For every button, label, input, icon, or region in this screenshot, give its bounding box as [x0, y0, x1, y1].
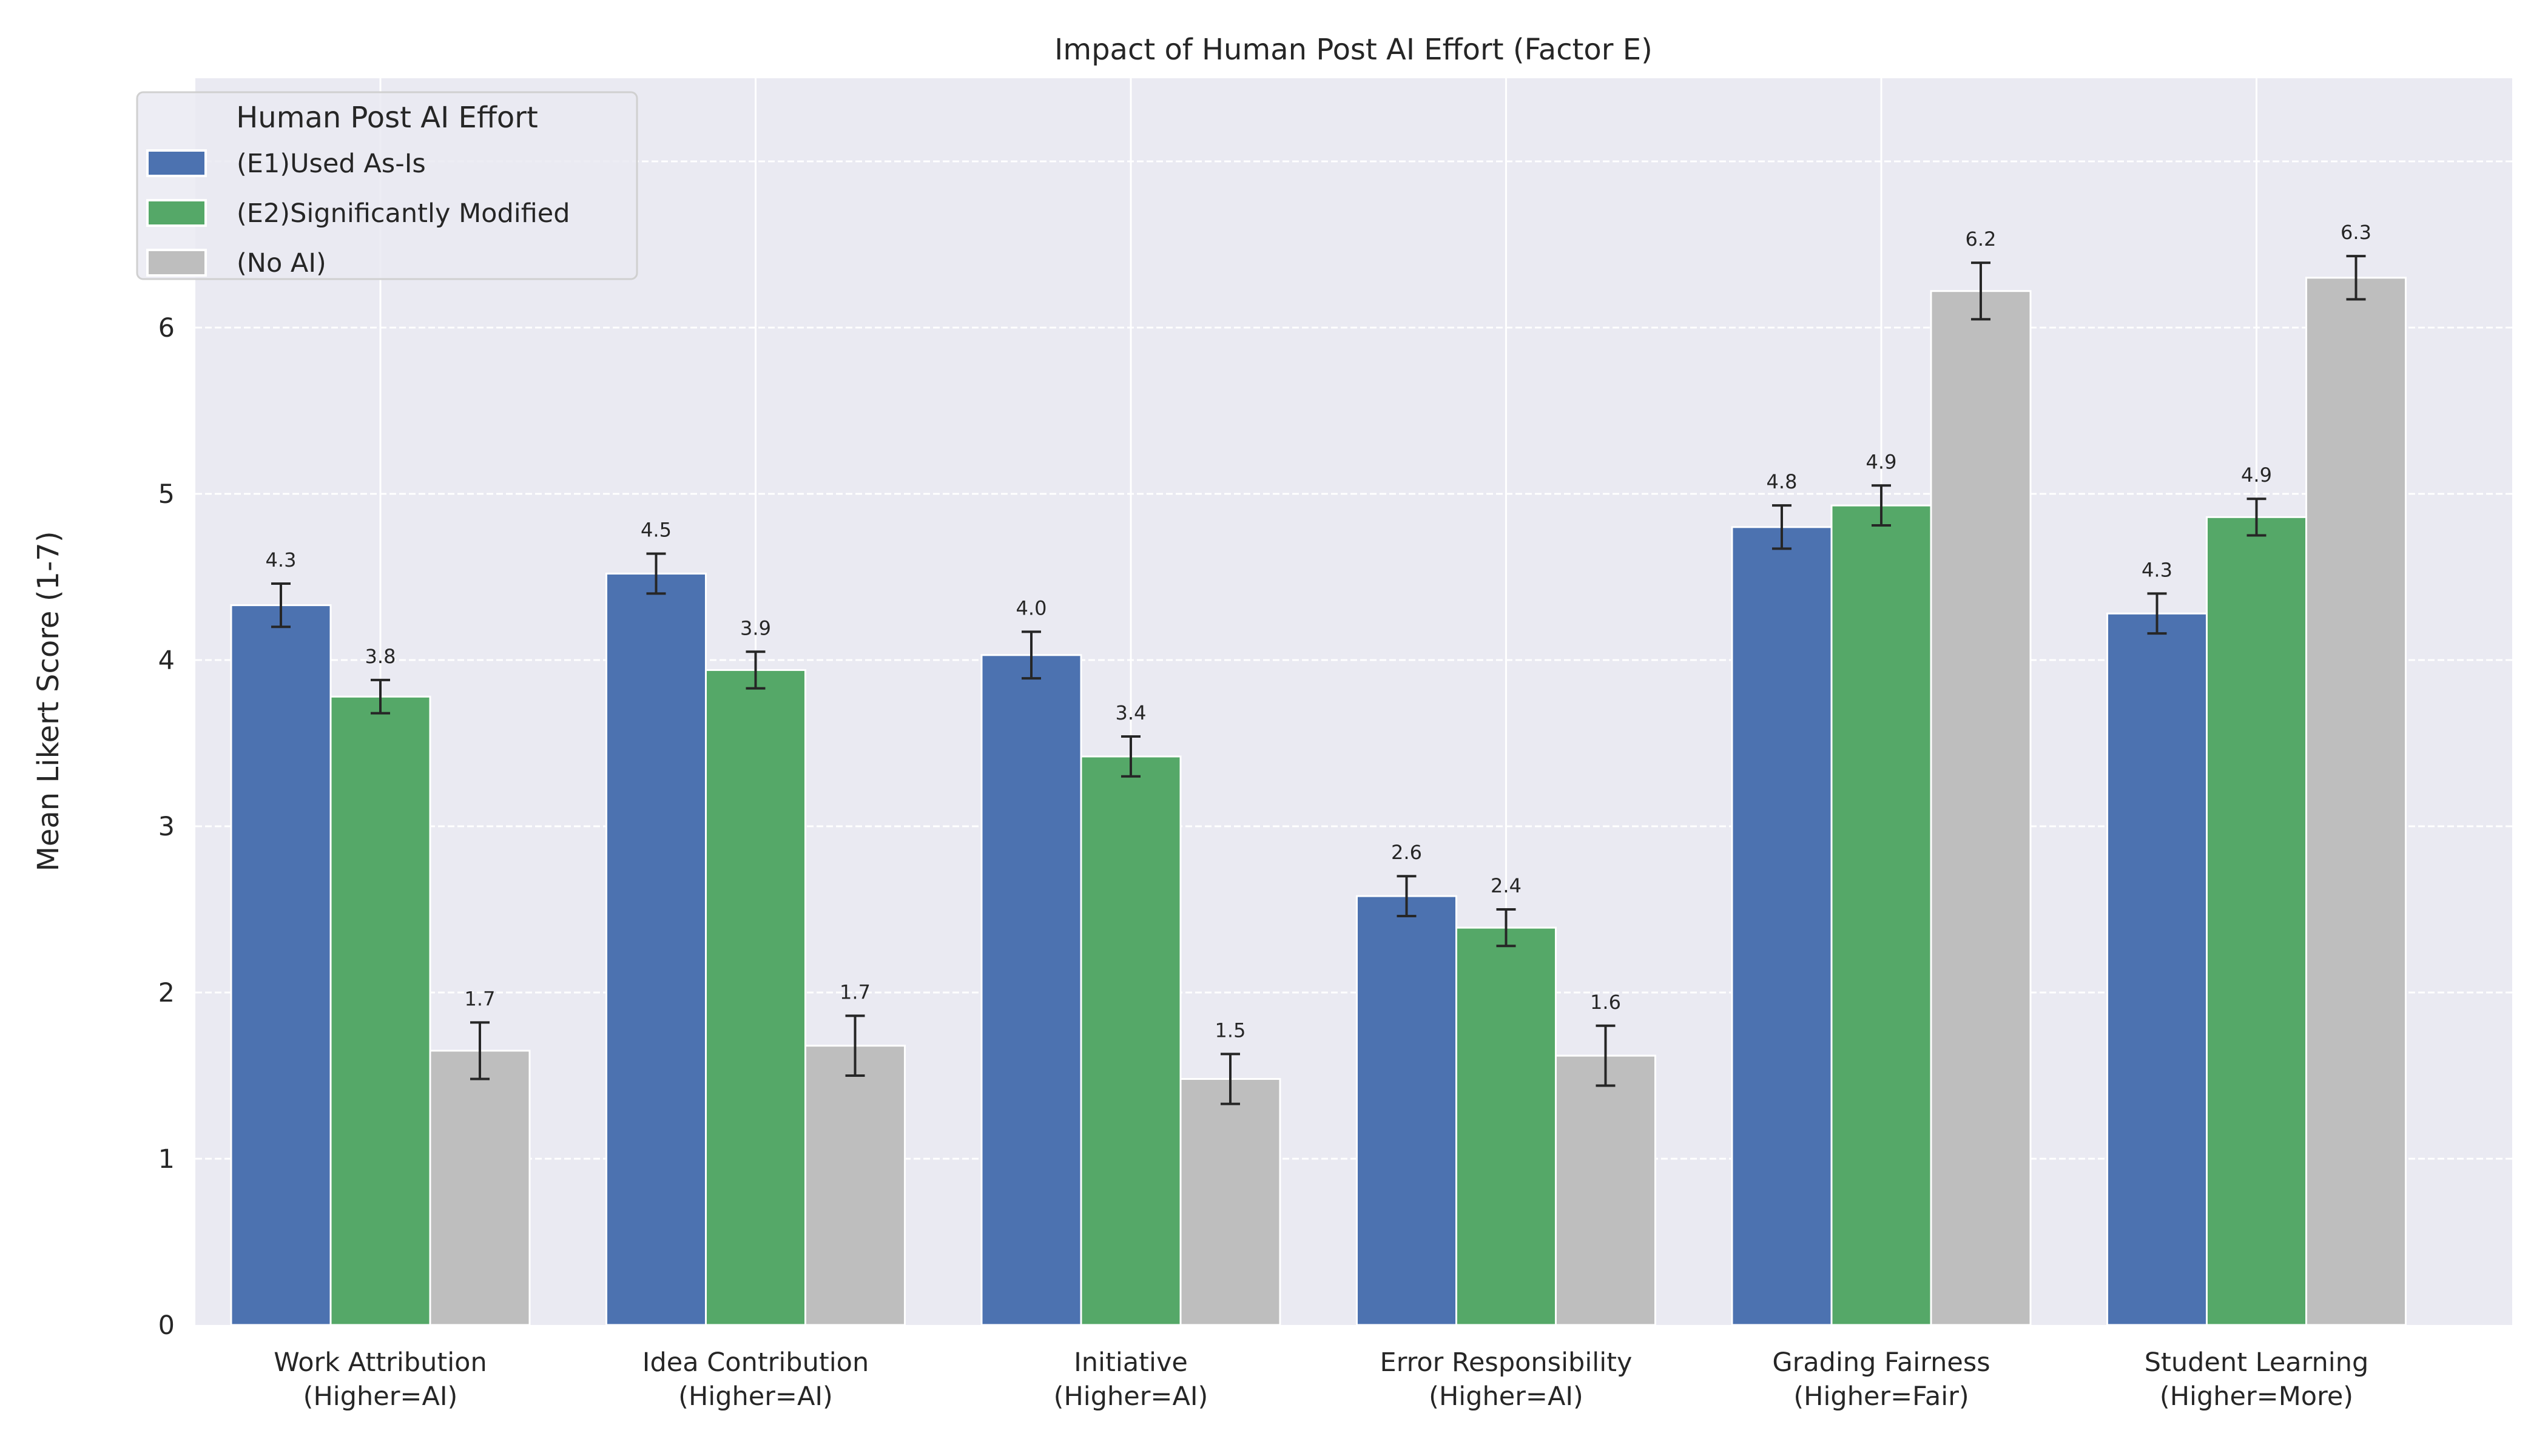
y-tick-label: 4	[158, 645, 175, 676]
bar	[2206, 516, 2307, 1326]
legend-label: (E1)Used As-Is	[237, 149, 426, 179]
bar	[1179, 1077, 1281, 1326]
data-label: 2.6	[1391, 841, 1422, 864]
y-axis-label: Mean Likert Score (1-7)	[32, 531, 66, 871]
bar	[2106, 612, 2208, 1326]
data-label: 3.8	[365, 645, 396, 668]
data-label: 4.9	[2241, 463, 2272, 487]
y-tick-label: 5	[158, 479, 175, 510]
data-label: 2.4	[1491, 874, 1522, 897]
y-tick-label: 1	[158, 1144, 175, 1175]
data-label: 1.5	[1215, 1019, 1246, 1042]
x-tick-label: (Higher=AI)	[1429, 1381, 1583, 1412]
x-tick-labels: Work Attribution(Higher=AI)Idea Contribu…	[274, 1347, 2368, 1412]
x-tick-label: Error Responsibility	[1380, 1347, 1633, 1378]
legend-swatch	[146, 149, 207, 177]
bar	[980, 654, 1082, 1326]
y-tick-label: 3	[158, 812, 175, 842]
bar	[1356, 895, 1457, 1326]
y-tick-label: 6	[158, 313, 175, 343]
bar	[705, 669, 806, 1326]
bar	[2305, 277, 2407, 1326]
bar	[230, 604, 332, 1326]
x-tick-label: Grading Fairness	[1772, 1347, 1990, 1378]
y-tick-labels: 01234567	[158, 147, 175, 1341]
x-tick-label: (Higher=AI)	[1054, 1381, 1208, 1412]
data-label: 1.7	[840, 980, 871, 1003]
legend-label: (No AI)	[237, 248, 326, 278]
data-label: 3.9	[740, 616, 771, 639]
legend: Human Post AI Effort (E1)Used As-Is (E2)S…	[136, 91, 638, 280]
bar	[1731, 526, 1833, 1326]
legend-swatch	[146, 199, 207, 227]
data-label: 6.3	[2341, 221, 2371, 244]
data-label: 6.2	[1966, 228, 1997, 251]
bar	[605, 573, 707, 1326]
data-label: 4.9	[1866, 450, 1897, 473]
x-tick-label: (Higher=AI)	[303, 1381, 458, 1412]
y-tick-label: 0	[158, 1310, 175, 1341]
x-tick-label: (Higher=AI)	[678, 1381, 833, 1412]
x-tick-label: (Higher=Fair)	[1793, 1381, 1969, 1412]
data-label: 1.7	[465, 987, 496, 1010]
bar	[1830, 504, 1932, 1326]
bar	[329, 695, 431, 1326]
x-tick-label: Work Attribution	[274, 1347, 487, 1378]
x-tick-label: (Higher=More)	[2160, 1381, 2353, 1412]
data-label: 4.3	[266, 548, 297, 571]
legend-box	[136, 91, 638, 280]
data-label: 4.8	[1767, 470, 1798, 493]
data-label: 4.0	[1016, 596, 1047, 619]
bar	[429, 1050, 531, 1326]
x-tick-label: Student Learning	[2145, 1347, 2369, 1378]
data-label: 4.5	[641, 519, 672, 542]
bars: 4.3 4.5 4.0 2.6 4.8 4.3 3.8 3.9 3.4 2.4 4.9 4.9 1.7 1…	[230, 221, 2407, 1326]
bar	[1930, 290, 2032, 1326]
bar	[1555, 1054, 1656, 1326]
bar	[1080, 755, 1182, 1326]
data-label: 4.3	[2142, 558, 2172, 581]
legend-swatch	[146, 249, 207, 277]
x-tick-label: Idea Contribution	[642, 1347, 869, 1378]
bar	[1455, 926, 1557, 1326]
bar	[804, 1045, 906, 1326]
y-tick-label: 2	[158, 978, 175, 1008]
data-label: 1.6	[1590, 991, 1621, 1014]
x-tick-label: Initiative	[1074, 1347, 1188, 1378]
chart-title: Impact of Human Post AI Effort (Factor E…	[1054, 33, 1653, 67]
legend-label: (E2)Significantly Modified	[237, 198, 570, 229]
data-label: 3.4	[1116, 701, 1147, 724]
legend-title: Human Post AI Effort	[236, 101, 538, 135]
